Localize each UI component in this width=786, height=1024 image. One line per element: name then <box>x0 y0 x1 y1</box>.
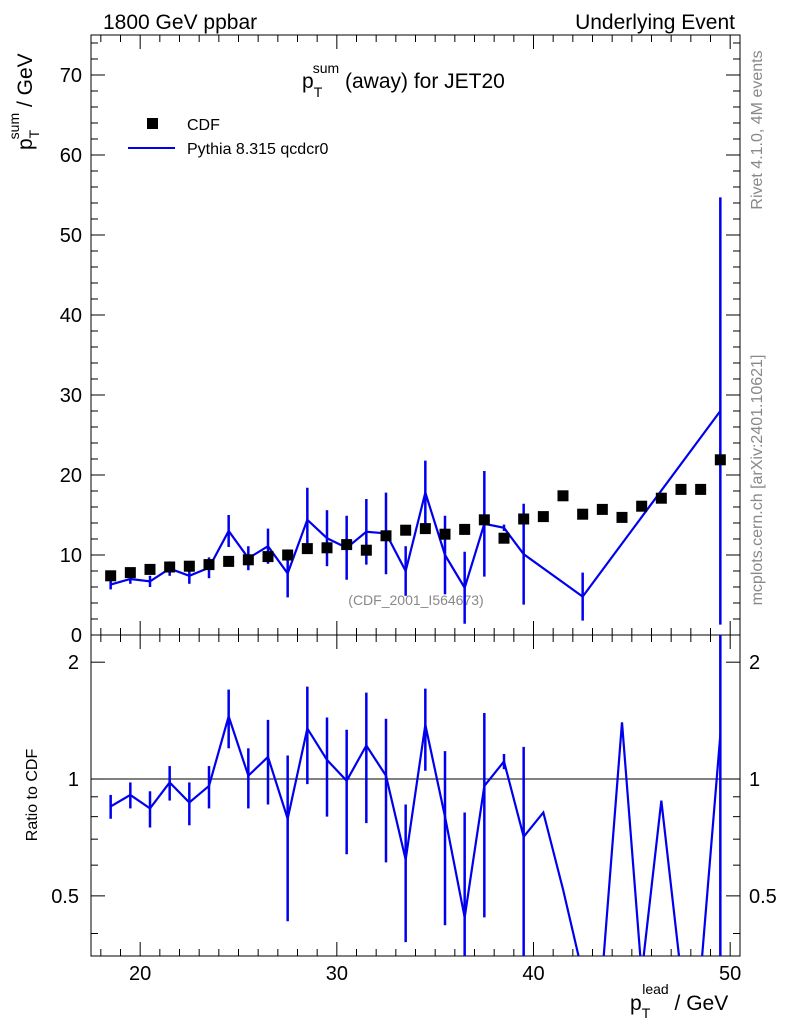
cdf-point <box>124 567 136 579</box>
mcplots-label: mcplots.cern.ch [arXiv:2401.10621] <box>749 355 766 606</box>
y-tick-label: 40 <box>60 305 82 327</box>
cdf-point <box>714 454 726 466</box>
cdf-point <box>203 559 215 571</box>
ratio-series <box>109 635 722 956</box>
main-y-axis-title: pTsum / GeV <box>6 53 42 150</box>
ratio-line <box>110 712 722 956</box>
cdf-series <box>105 454 726 582</box>
y-tick-label: 0 <box>71 625 82 647</box>
cdf-point <box>695 483 707 495</box>
ratio-y-tick-labels: 0.5 0.5 1 1 2 2 <box>51 652 777 908</box>
cdf-point <box>518 513 530 525</box>
cdf-point <box>321 542 333 554</box>
ratio-y-tick-label: 1 <box>68 769 79 791</box>
cdf-point <box>105 570 117 582</box>
chart-title: pTsum (away) for JET20 <box>302 60 505 100</box>
analysis-watermark: (CDF_2001_I564673) <box>348 592 483 608</box>
cdf-point <box>282 549 294 561</box>
header-right: Underlying Event <box>575 11 735 34</box>
cdf-point <box>380 530 392 542</box>
y-tick-label: 50 <box>60 225 82 247</box>
cdf-point <box>636 500 648 512</box>
cdf-point <box>616 511 628 523</box>
cdf-point <box>341 539 353 551</box>
cdf-point <box>400 524 412 536</box>
cdf-point <box>557 490 569 502</box>
ratio-y-tick-label-right: 2 <box>749 652 760 674</box>
cdf-point <box>164 561 176 573</box>
y-tick-label: 70 <box>60 65 82 87</box>
legend-cdf-marker <box>147 118 158 129</box>
cdf-point <box>419 523 431 535</box>
ratio-y-axis-title: Ratio to CDF <box>24 749 41 842</box>
y-tick-label: 30 <box>60 385 82 407</box>
main-y-tick-labels: 0 10 20 30 40 50 60 70 <box>60 65 82 647</box>
main-axis-ticks <box>91 35 740 636</box>
legend-pythia-label: Pythia 8.315 qcdcr0 <box>187 141 329 158</box>
y-tick-label: 60 <box>60 145 82 167</box>
cdf-point <box>675 483 687 495</box>
x-tick-label: 30 <box>326 963 348 985</box>
ratio-y-tick-label-right: 1 <box>749 769 760 791</box>
cdf-point <box>596 503 608 515</box>
ratio-y-tick-label: 2 <box>68 652 79 674</box>
cdf-point <box>577 508 589 520</box>
legend-cdf-label: CDF <box>187 117 220 134</box>
cdf-point <box>537 511 549 523</box>
x-axis-title: pTlead / GeV <box>630 981 728 1021</box>
y-tick-label: 10 <box>60 545 82 567</box>
x-tick-labels: 20 30 40 50 <box>129 963 741 985</box>
rivet-version-label: Rivet 4.1.0, 4M events <box>749 50 766 209</box>
x-tick-label: 50 <box>719 963 741 985</box>
header-left: 1800 GeV ppbar <box>103 11 257 34</box>
cdf-point <box>183 560 195 572</box>
cdf-point <box>262 551 274 563</box>
cdf-point <box>655 492 667 504</box>
x-tick-label: 40 <box>522 963 544 985</box>
cdf-point <box>301 543 313 555</box>
pythia-line <box>110 410 722 599</box>
cdf-point <box>144 563 156 575</box>
cdf-point <box>360 544 372 556</box>
cdf-point <box>439 528 451 540</box>
y-tick-label: 20 <box>60 465 82 487</box>
cdf-point <box>223 555 235 567</box>
cdf-point <box>478 514 490 526</box>
cdf-point <box>459 523 471 535</box>
x-tick-label: 20 <box>129 963 151 985</box>
cdf-point <box>498 532 510 544</box>
ratio-y-tick-label-right: 0.5 <box>749 886 777 908</box>
ratio-y-tick-label: 0.5 <box>51 886 79 908</box>
pythia-series <box>109 197 722 625</box>
cdf-point <box>242 554 254 566</box>
